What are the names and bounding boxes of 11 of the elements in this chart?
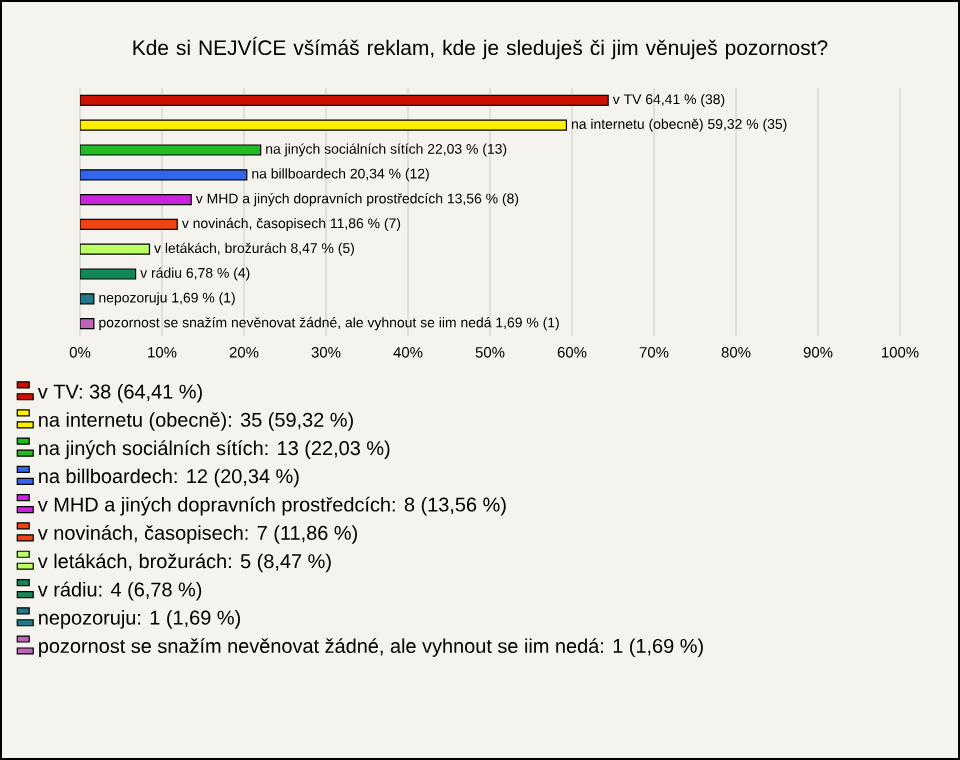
legend-label: v MHD a jiných dopravních prostředcích: 8 (13,56 %) [37,496,506,516]
legend-label: na billboardech: 12 (20,34 %) [39,468,299,488]
legend-label: pozornost se snažím nevěnovat žádné, ale vyhnout se iim nedá: 1 (1,69 %) [39,638,703,657]
legend-label: na internetu (obecně): 35 (59,32 %) [39,412,353,431]
legend-label: v novinách, časopisech: 7 (11,86 %) [37,525,357,544]
legend-label: nepozoruju: 1 (1,69 %) [39,610,240,629]
legend-label: na jiných sociálních sítích: 13 (22,03 %) [39,440,390,460]
legend-label: v TV: 38 (64,41 %) [37,384,202,403]
legend-label: v letákách, brožurách: 5 (8,47 %) [37,553,331,573]
legend-label: v rádiu: 4 (6,78 %) [37,581,202,601]
chart-title: Kde si NEJVÍCE všímáš reklam, kde je sleduješ či jim věnuješ pozornost? [133,36,828,60]
